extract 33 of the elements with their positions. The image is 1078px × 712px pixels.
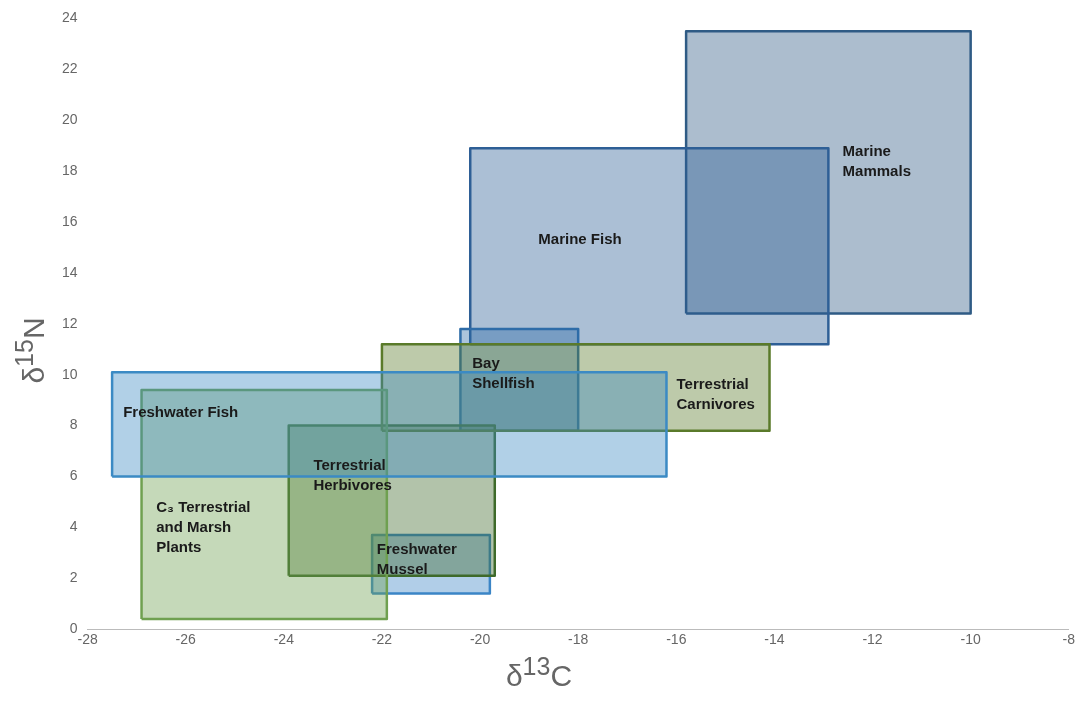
y-tick-label: 0 bbox=[69, 620, 78, 637]
series-label: Terrestrial Herbivores bbox=[313, 456, 392, 494]
series-label: Freshwater Mussel bbox=[376, 540, 458, 578]
y-tick-label: 12 bbox=[61, 314, 78, 331]
series-label: Marine Fish bbox=[538, 230, 622, 248]
series-label: Freshwater Fish bbox=[123, 403, 239, 421]
y-tick-label: 20 bbox=[61, 111, 78, 128]
y-tick-label: 10 bbox=[61, 365, 78, 382]
y-tick-label: 8 bbox=[69, 416, 78, 433]
x-tick-label: -26 bbox=[175, 631, 197, 648]
y-tick-label: 22 bbox=[61, 60, 78, 77]
y-tick-label: 16 bbox=[61, 212, 78, 229]
x-axis-title: δ$^{13}$C bbox=[504, 652, 574, 693]
x-tick-label: -24 bbox=[273, 631, 295, 648]
x-tick-label: -8 bbox=[1062, 631, 1076, 648]
x-tick-label: -20 bbox=[469, 631, 491, 648]
series-label: C₃ Terrestrial and Marsh Plants bbox=[156, 497, 251, 555]
series-label: Marine Mammals bbox=[842, 141, 911, 179]
x-tick-label: -12 bbox=[862, 631, 883, 648]
x-tick-label: -28 bbox=[77, 631, 98, 648]
y-tick-label: 4 bbox=[69, 518, 78, 535]
y-tick-label: 18 bbox=[61, 161, 78, 178]
y-tick-label: 6 bbox=[69, 467, 78, 484]
y-tick-label: 24 bbox=[61, 9, 78, 26]
x-tick-label: -16 bbox=[666, 631, 687, 648]
series-label: Terrestrial Carnivores bbox=[676, 374, 755, 412]
y-tick-label: 14 bbox=[61, 263, 78, 280]
x-tick-label: -10 bbox=[960, 631, 981, 648]
series-label: Bay Shellfish bbox=[472, 354, 535, 392]
x-tick-label: -18 bbox=[568, 631, 589, 648]
y-tick-label: 2 bbox=[69, 569, 78, 586]
x-tick-label: -14 bbox=[764, 631, 785, 648]
x-tick-label: -22 bbox=[371, 631, 393, 648]
